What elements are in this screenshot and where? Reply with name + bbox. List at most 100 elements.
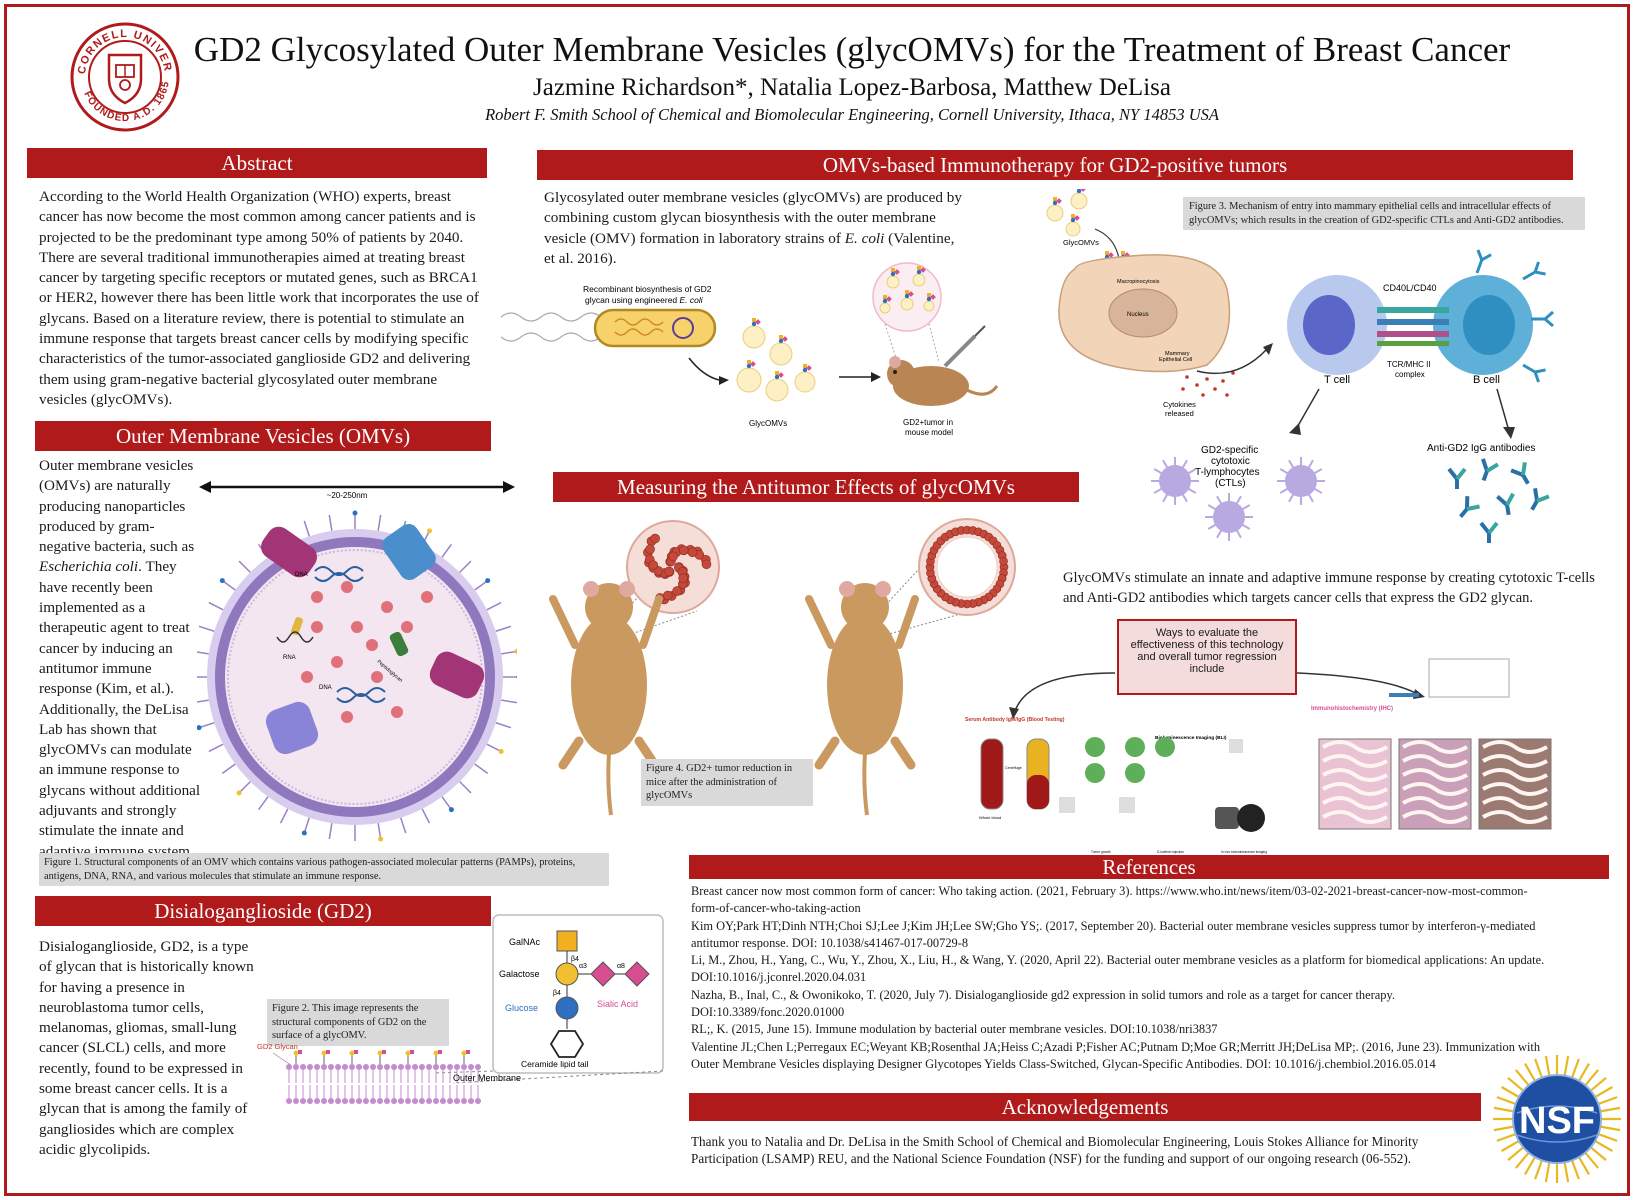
omv-cargo xyxy=(331,656,343,668)
glycan-sialic xyxy=(1080,189,1086,192)
glycan-sialic xyxy=(750,361,756,367)
lipid-head xyxy=(405,1098,411,1104)
gd2-glycan-label: GD2 Glycan xyxy=(257,1042,298,1051)
immuno-text: Glycosylated outer membrane vesicles (gl… xyxy=(544,188,964,269)
bli-cell-well xyxy=(1125,763,1145,783)
glycan-galnac xyxy=(1053,197,1057,201)
tumor-cell xyxy=(678,573,688,584)
omv-cargo xyxy=(311,621,323,633)
glycan-glucose xyxy=(1052,200,1058,206)
nsf-ray xyxy=(1534,1058,1543,1079)
antibody-arm xyxy=(1521,462,1527,476)
bli-mouse-icon xyxy=(1119,797,1135,813)
glycan-sugar xyxy=(236,790,242,796)
gd2-ceramide-label: Ceramide lipid tail xyxy=(521,1059,589,1069)
antibody-arm xyxy=(1544,317,1554,328)
lps-chain xyxy=(377,514,382,531)
lps-chain xyxy=(474,763,489,775)
ihc-stroma xyxy=(1402,796,1468,810)
cytokine xyxy=(1181,387,1185,391)
nsf-ray xyxy=(1544,1055,1551,1076)
whole-blood-label: Whole blood xyxy=(979,815,1001,820)
lipid-head xyxy=(328,1064,334,1070)
antibody-arm xyxy=(1487,521,1499,535)
glycan-galnac xyxy=(752,318,756,322)
anti-gd2-antibodies xyxy=(1447,458,1550,543)
reference-item: Kim OY;Park HT;Dinh NTH;Choi SJ;Lee J;Ki… xyxy=(691,918,1536,950)
tumor-cell xyxy=(664,566,674,577)
lps-chain xyxy=(197,651,209,655)
glycan-sugar xyxy=(516,675,517,679)
glycan-sugar xyxy=(426,528,432,534)
omv-text-post: . They have recently been implemented as… xyxy=(39,558,201,860)
glycomv-vesicle xyxy=(1046,204,1064,222)
lipid-head xyxy=(370,1098,376,1104)
poster-affiliation: Robert F. Smith School of Chemical and B… xyxy=(485,105,1219,124)
glycan-sugar xyxy=(301,830,307,836)
lipid-head xyxy=(384,1098,390,1104)
cytokine xyxy=(1221,379,1225,383)
surface-antibody xyxy=(1522,261,1546,281)
ihc-schematic xyxy=(1428,658,1510,698)
lipid-head xyxy=(419,1098,425,1104)
lps-chain xyxy=(400,817,407,834)
cytokine-dots xyxy=(1181,371,1235,397)
lipid-head xyxy=(377,1064,383,1070)
omv-rna-label: RNA xyxy=(283,655,296,661)
antibody-stem xyxy=(1530,500,1539,511)
lipid-head xyxy=(405,1064,411,1070)
surface-antibody xyxy=(1531,310,1554,328)
glycan-sialic xyxy=(1108,252,1114,258)
reference-item: Nazha, B., Inal, C., & Owonikoko, T. (20… xyxy=(691,987,1395,1020)
glycan-sialic xyxy=(298,1050,302,1054)
glycomvs-label-1: GlycOMVs xyxy=(749,419,787,428)
glycan-sugar xyxy=(219,578,225,584)
lipid-head xyxy=(419,1064,425,1070)
cytokine xyxy=(1225,393,1229,397)
released-label: released xyxy=(1165,409,1194,418)
gd2-b4a-label: β4 xyxy=(571,956,579,963)
ways-to-evaluate-text: Ways to evaluate the effectiveness of th… xyxy=(1130,627,1284,675)
lipid-head xyxy=(335,1098,341,1104)
lps-chain xyxy=(198,722,215,729)
glycan-sugar xyxy=(514,648,517,654)
antibody-arm xyxy=(1534,270,1546,276)
glycan-sialic xyxy=(894,269,900,275)
ihc-stroma xyxy=(1402,782,1468,796)
nsf-ray xyxy=(1600,1125,1621,1132)
glycan-glucose xyxy=(904,293,910,299)
lps-chain xyxy=(486,601,502,611)
lps-chain xyxy=(459,781,472,794)
glycan-galnac xyxy=(883,295,887,299)
lipid-head xyxy=(300,1064,306,1070)
omv-cargo xyxy=(351,621,363,633)
lipid-head xyxy=(412,1098,418,1104)
in-vivo-label: In vivo bioluminescence imaging xyxy=(1221,850,1267,854)
glycan-sialic xyxy=(886,296,892,302)
ihc-stroma xyxy=(1482,768,1548,782)
lipid-head xyxy=(454,1064,460,1070)
nsf-ray xyxy=(1584,1069,1599,1087)
gd2-heading: Disialoganglioside (GD2) xyxy=(35,896,491,926)
ctl-cell xyxy=(1159,465,1191,497)
lipid-head xyxy=(314,1098,320,1104)
glycan-sugar xyxy=(378,836,384,842)
anti-gd2-antibody xyxy=(1530,488,1550,511)
glycan-galnac xyxy=(917,266,921,270)
lps-chain xyxy=(279,808,289,824)
nsf-ray xyxy=(1496,1133,1517,1142)
gd2-sialic-label: Sialic Acid xyxy=(597,999,638,1009)
glycan-sialic xyxy=(466,1050,470,1054)
lipid-head xyxy=(349,1064,355,1070)
immuno-text-post: (Valentine, et al. 2016). xyxy=(544,229,955,267)
bli-label: Bioluminescence Imaging (BLI) xyxy=(1155,735,1227,741)
ihc-stroma xyxy=(1482,782,1548,796)
lipid-head xyxy=(363,1064,369,1070)
omv-text: Outer membrane vesicles (OMVs) are natur… xyxy=(39,456,204,862)
complex-label: complex xyxy=(1395,370,1425,379)
immuno-heading: OMVs-based Immunotherapy for GD2-positiv… xyxy=(537,150,1573,180)
ihc-stroma xyxy=(1322,768,1388,782)
lps-chain xyxy=(421,808,431,824)
omv-dna-label-2: DNA xyxy=(319,685,332,691)
glycan-sialic xyxy=(326,1050,330,1054)
